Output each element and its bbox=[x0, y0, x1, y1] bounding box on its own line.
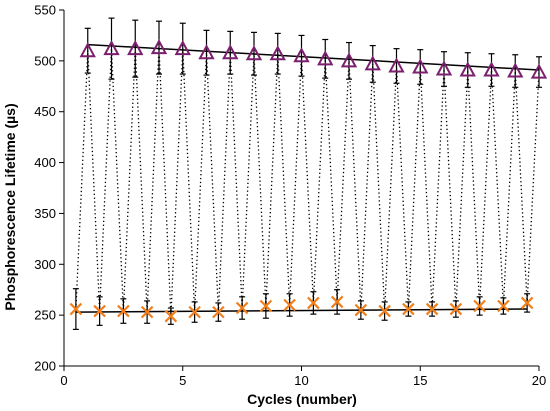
markers bbox=[69, 39, 548, 323]
cross-marker bbox=[307, 296, 320, 310]
cross-stroke bbox=[354, 303, 368, 317]
y-tick-label: 250 bbox=[34, 308, 56, 323]
cross-stroke bbox=[212, 305, 225, 319]
x-axis-title: Cycles (number) bbox=[247, 391, 357, 407]
cross-marker bbox=[497, 299, 510, 313]
triangle-marker bbox=[198, 44, 215, 60]
cross-stroke bbox=[93, 304, 106, 318]
cross-stroke bbox=[425, 302, 439, 316]
y-tick-label: 200 bbox=[34, 359, 56, 374]
cross-marker bbox=[425, 302, 439, 316]
trendline bbox=[75, 308, 528, 313]
triangle-marker bbox=[507, 62, 524, 78]
cross-stroke bbox=[188, 305, 201, 319]
cross-marker bbox=[354, 303, 368, 317]
cross-marker bbox=[330, 295, 344, 309]
cross-stroke bbox=[402, 302, 415, 316]
triangle-marker bbox=[435, 60, 453, 76]
dotted-connector bbox=[75, 47, 540, 317]
triangle-marker bbox=[459, 61, 476, 77]
connector-line bbox=[75, 47, 540, 317]
cross-stroke bbox=[307, 296, 320, 310]
triangle-marker bbox=[530, 63, 548, 79]
triangle-marker bbox=[388, 57, 405, 73]
y-tick-label: 400 bbox=[34, 155, 56, 170]
triangle-marker bbox=[79, 42, 96, 58]
cross-stroke bbox=[378, 304, 391, 318]
x-tick-label: 15 bbox=[413, 373, 427, 388]
triangle-marker bbox=[150, 39, 168, 55]
cross-stroke bbox=[449, 302, 463, 316]
triangle-marker bbox=[103, 40, 120, 56]
triangle-marker bbox=[222, 44, 239, 60]
triangle-marker bbox=[245, 45, 263, 61]
cross-stroke bbox=[69, 302, 83, 316]
cross-marker bbox=[235, 301, 249, 315]
cross-stroke bbox=[259, 299, 273, 313]
cross-marker bbox=[259, 299, 273, 313]
cross-stroke bbox=[473, 299, 486, 313]
cross-marker bbox=[283, 298, 296, 312]
triangle-marker bbox=[127, 40, 144, 56]
x-tick-label: 10 bbox=[294, 373, 308, 388]
triangle-marker bbox=[174, 40, 191, 56]
cross-marker bbox=[402, 302, 415, 316]
y-ticks: 200 250 300 350 400 450 500 550 bbox=[34, 3, 64, 374]
cross-stroke bbox=[164, 309, 178, 323]
cross-marker bbox=[449, 302, 463, 316]
cross-marker bbox=[93, 304, 106, 318]
cross-stroke bbox=[330, 295, 344, 309]
cross-marker bbox=[188, 305, 201, 319]
error-bars bbox=[72, 17, 542, 330]
cross-marker bbox=[164, 309, 178, 323]
triangle-marker bbox=[293, 47, 310, 63]
cross-stroke bbox=[235, 301, 249, 315]
x-tick-label: 5 bbox=[179, 373, 186, 388]
cross-marker bbox=[520, 296, 534, 310]
y-tick-label: 350 bbox=[34, 206, 56, 221]
y-tick-label: 300 bbox=[34, 257, 56, 272]
y-tick-label: 450 bbox=[34, 104, 56, 119]
cross-stroke bbox=[520, 296, 534, 310]
triangle-marker bbox=[412, 58, 429, 74]
triangle-marker bbox=[340, 52, 358, 68]
x-tick-label: 0 bbox=[60, 373, 67, 388]
cross-marker bbox=[473, 299, 486, 313]
cross-marker bbox=[69, 302, 83, 316]
triangle-marker bbox=[317, 50, 334, 66]
trendlines bbox=[75, 43, 540, 313]
y-tick-label: 500 bbox=[34, 53, 56, 68]
x-ticks: 0 5 10 15 20 bbox=[60, 366, 546, 388]
cross-stroke bbox=[117, 304, 130, 318]
cross-stroke bbox=[283, 298, 296, 312]
cross-marker bbox=[212, 305, 225, 319]
y-tick-label: 550 bbox=[34, 3, 56, 18]
triangle-marker bbox=[269, 45, 286, 61]
triangle-marker bbox=[364, 55, 381, 71]
cross-stroke bbox=[140, 305, 154, 319]
cross-stroke bbox=[497, 299, 510, 313]
triangle-marker bbox=[483, 61, 500, 77]
cross-marker bbox=[140, 305, 154, 319]
cross-marker bbox=[378, 304, 391, 318]
y-axis-title: Phosphorescence Lifetime (µs) bbox=[2, 103, 18, 310]
x-tick-label: 20 bbox=[532, 373, 546, 388]
cross-marker bbox=[117, 304, 130, 318]
